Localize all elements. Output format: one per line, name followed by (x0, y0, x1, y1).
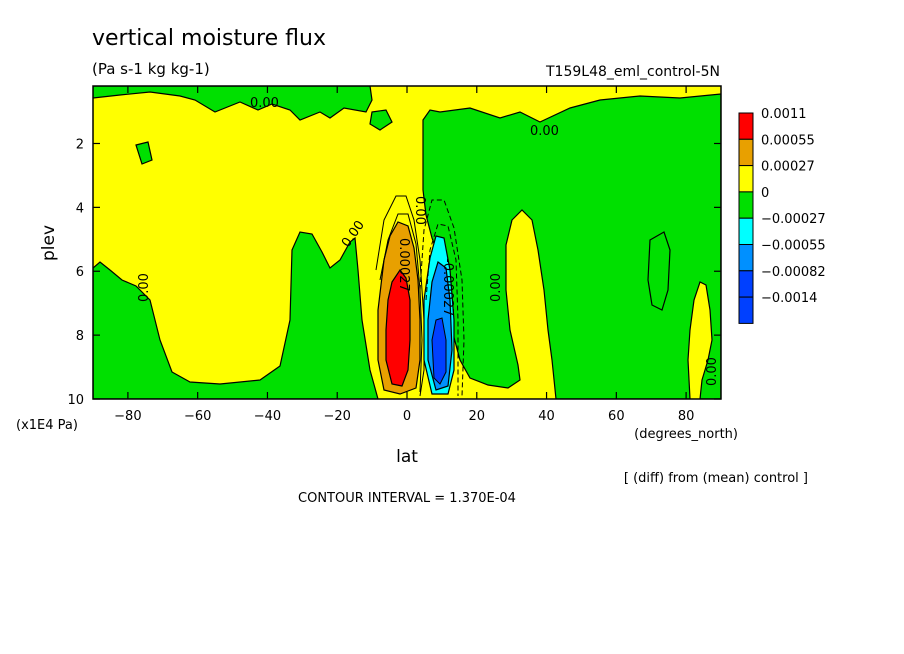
x-tick-label: −20 (324, 409, 351, 424)
contour-label: 0.00 (489, 273, 504, 302)
y-tick-label: 10 (67, 393, 84, 408)
x-tick-label: 0 (403, 409, 411, 424)
green-patch-right-edge (647, 231, 671, 311)
legend-label: 0.0011 (761, 107, 807, 122)
contour-label: -0.00027 (440, 258, 455, 316)
plot-area: 0.00 0.00 0.00 0.00 0.00027 0.00 -0.0002… (92, 85, 722, 400)
green-region-right (422, 93, 721, 399)
legend-swatch (738, 296, 754, 324)
chart-units: (Pa s-1 kg kg-1) (92, 60, 210, 78)
x-axis-units: (degrees_north) (634, 427, 738, 442)
contour-label: 0.00027 (396, 238, 411, 292)
legend-label: −0.00027 (761, 212, 826, 227)
legend-swatch (738, 244, 754, 272)
y-tick-label: 8 (76, 329, 84, 344)
dark-blue-negative-core (431, 317, 447, 385)
color-legend: 0.0011 0.00055 0.00027 0 −0.00027 −0.00055 −0.… (738, 107, 826, 324)
legend-swatch (738, 138, 754, 167)
green-region-lower-left (93, 231, 379, 399)
green-patch-top-middle (369, 109, 393, 131)
x-tick-label: −80 (114, 409, 141, 424)
y-axis-label: plev (39, 225, 59, 261)
contour-label: 0.00 (137, 273, 152, 302)
x-tick-label: −40 (254, 409, 281, 424)
contour-label: 0.00 (250, 96, 279, 111)
diff-note: [ (diff) from (mean) control ] (624, 471, 808, 486)
negative-contour-dashed-outer (419, 199, 465, 397)
positive-contour-mid (379, 213, 423, 393)
x-axis-label: lat (396, 447, 418, 467)
chart-title: vertical moisture flux (92, 26, 326, 51)
legend-swatch (738, 112, 754, 140)
x-tick-label: −60 (184, 409, 211, 424)
legend-label: −0.00082 (761, 265, 826, 280)
y-tick-label: 4 (76, 201, 84, 216)
x-tick-label: 20 (469, 409, 486, 424)
legend-swatch (738, 270, 754, 298)
contour-interval: CONTOUR INTERVAL = 1.370E-04 (298, 491, 516, 506)
legend-label: 0.00055 (761, 133, 815, 148)
y-axis: 2 4 6 8 10 (67, 137, 721, 408)
y-axis-units: (x1E4 Pa) (16, 418, 78, 433)
legend-label: 0 (761, 186, 769, 201)
contour-label: 0.00 (412, 196, 427, 225)
y-tick-label: 2 (76, 137, 84, 152)
experiment-label: T159L48_eml_control-5N (545, 64, 720, 80)
green-patch-left (135, 141, 153, 165)
legend-label: −0.0014 (761, 291, 817, 306)
x-tick-label: 80 (678, 409, 695, 424)
legend-swatch (738, 217, 754, 245)
legend-label: 0.00027 (761, 160, 815, 175)
legend-label: −0.00055 (761, 239, 826, 254)
red-positive-core (385, 268, 411, 387)
contour-label: 0.00 (705, 357, 720, 386)
legend-swatch (738, 191, 754, 219)
green-region-top (93, 86, 373, 121)
y-tick-label: 6 (76, 265, 84, 280)
legend-swatch (738, 165, 754, 193)
contour-label: 0.00 (530, 124, 559, 139)
x-tick-label: 40 (538, 409, 555, 424)
negative-contour-dashed-inner (425, 223, 459, 396)
x-tick-label: 60 (608, 409, 625, 424)
x-axis: −80 −60 −40 −20 0 20 40 60 80 (114, 86, 694, 424)
contour-labels: 0.00 0.00 0.00 0.00 0.00027 0.00 -0.0002… (137, 96, 720, 386)
